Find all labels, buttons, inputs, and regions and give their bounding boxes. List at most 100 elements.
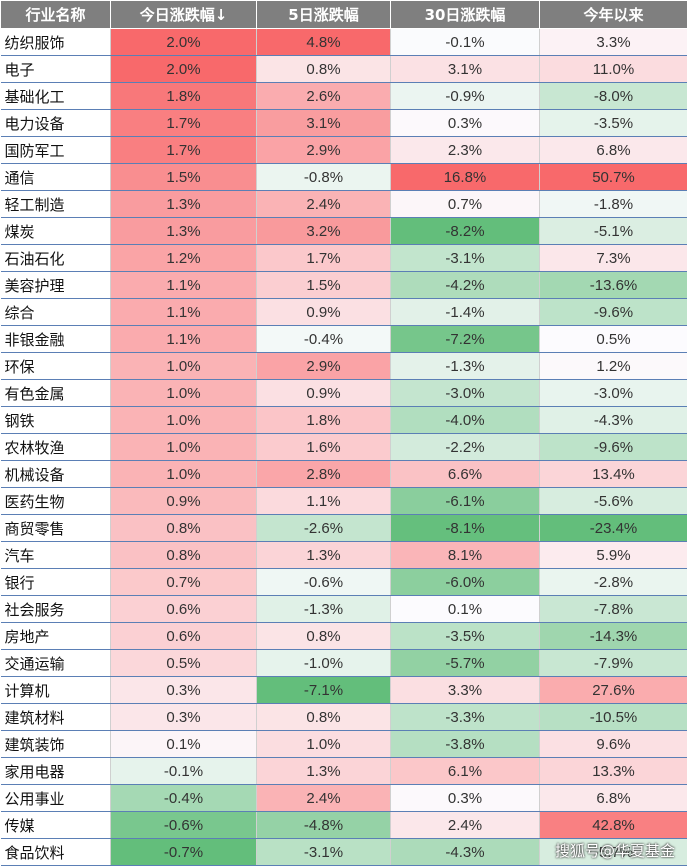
today-change-cell: 0.5% xyxy=(111,650,257,677)
30day-change-cell: -4.0% xyxy=(391,407,540,434)
today-change-cell: 0.6% xyxy=(111,623,257,650)
5day-change-cell: 3.1% xyxy=(257,110,391,137)
industry-name-cell: 房地产 xyxy=(1,623,111,650)
30day-change-cell: -4.2% xyxy=(391,272,540,299)
industry-name-cell: 有色金属 xyxy=(1,380,111,407)
30day-change-cell: -0.1% xyxy=(391,29,540,56)
30day-change-cell: -2.2% xyxy=(391,434,540,461)
ytd-change-cell: -1.8% xyxy=(540,191,687,218)
today-change-cell: 1.2% xyxy=(111,245,257,272)
industry-name-cell: 社会服务 xyxy=(1,596,111,623)
ytd-change-cell: 27.6% xyxy=(540,677,687,704)
table-row: 公用事业-0.4%2.4%0.3%6.8% xyxy=(1,785,687,812)
30day-change-cell: -3.3% xyxy=(391,704,540,731)
today-change-cell: 1.0% xyxy=(111,353,257,380)
today-change-cell: 1.0% xyxy=(111,434,257,461)
industry-name-cell: 机械设备 xyxy=(1,461,111,488)
ytd-change-cell: 50.7% xyxy=(540,164,687,191)
ytd-change-cell: -4.3% xyxy=(540,407,687,434)
today-change-cell: 0.3% xyxy=(111,704,257,731)
5day-change-cell: 0.8% xyxy=(257,623,391,650)
industry-name-cell: 医药生物 xyxy=(1,488,111,515)
30day-change-cell: -6.0% xyxy=(391,569,540,596)
5day-change-cell: 1.0% xyxy=(257,731,391,758)
industry-name-cell: 国防军工 xyxy=(1,137,111,164)
5day-change-cell: 2.9% xyxy=(257,137,391,164)
5day-change-cell: 2.4% xyxy=(257,191,391,218)
30day-change-cell: 16.8% xyxy=(391,164,540,191)
today-change-cell: 1.0% xyxy=(111,380,257,407)
5day-change-cell: -1.0% xyxy=(257,650,391,677)
5day-change-cell: 2.9% xyxy=(257,353,391,380)
5day-change-cell: 2.8% xyxy=(257,461,391,488)
today-change-cell: -0.1% xyxy=(111,758,257,785)
industry-name-cell: 建筑材料 xyxy=(1,704,111,731)
today-change-cell: -0.6% xyxy=(111,812,257,839)
5day-change-cell: 0.9% xyxy=(257,299,391,326)
industry-name-cell: 钢铁 xyxy=(1,407,111,434)
industry-name-cell: 美容护理 xyxy=(1,272,111,299)
30day-change-cell: -3.5% xyxy=(391,623,540,650)
ytd-change-cell: 6.8% xyxy=(540,785,687,812)
today-change-cell: 2.0% xyxy=(111,29,257,56)
30day-change-cell: 0.3% xyxy=(391,785,540,812)
today-change-cell: 2.0% xyxy=(111,56,257,83)
30day-change-cell: -1.3% xyxy=(391,353,540,380)
header-30day-change[interactable]: 30日涨跌幅 xyxy=(391,1,540,29)
today-change-cell: 1.7% xyxy=(111,110,257,137)
5day-change-cell: 3.2% xyxy=(257,218,391,245)
ytd-change-cell: 42.8% xyxy=(540,812,687,839)
30day-change-cell: 3.3% xyxy=(391,677,540,704)
ytd-change-cell: -5.6% xyxy=(540,488,687,515)
ytd-change-cell: -23.4% xyxy=(540,515,687,542)
30day-change-cell: 6.1% xyxy=(391,758,540,785)
ytd-change-cell: 0.5% xyxy=(540,326,687,353)
30day-change-cell: -6.1% xyxy=(391,488,540,515)
header-row: 行业名称 今日涨跌幅↓ 5日涨跌幅 30日涨跌幅 今年以来 xyxy=(1,1,687,29)
5day-change-cell: 4.8% xyxy=(257,29,391,56)
5day-change-cell: -0.4% xyxy=(257,326,391,353)
5day-change-cell: 1.7% xyxy=(257,245,391,272)
5day-change-cell: -2.6% xyxy=(257,515,391,542)
5day-change-cell: 1.8% xyxy=(257,407,391,434)
today-change-cell: 1.3% xyxy=(111,218,257,245)
header-ytd-change[interactable]: 今年以来 xyxy=(540,1,687,29)
industry-name-cell: 公用事业 xyxy=(1,785,111,812)
today-change-cell: 0.6% xyxy=(111,596,257,623)
5day-change-cell: -0.6% xyxy=(257,569,391,596)
5day-change-cell: 2.6% xyxy=(257,83,391,110)
industry-name-cell: 汽车 xyxy=(1,542,111,569)
30day-change-cell: -1.4% xyxy=(391,299,540,326)
30day-change-cell: 3.1% xyxy=(391,56,540,83)
industry-name-cell: 通信 xyxy=(1,164,111,191)
ytd-change-cell: -3.0% xyxy=(540,380,687,407)
ytd-change-cell: 11.0% xyxy=(540,56,687,83)
today-change-cell: 0.7% xyxy=(111,569,257,596)
5day-change-cell: 2.4% xyxy=(257,785,391,812)
industry-name-cell: 纺织服饰 xyxy=(1,29,111,56)
ytd-change-cell: -8.0% xyxy=(540,83,687,110)
ytd-change-cell: 3.3% xyxy=(540,29,687,56)
industry-name-cell: 环保 xyxy=(1,353,111,380)
header-5day-change[interactable]: 5日涨跌幅 xyxy=(257,1,391,29)
header-today-change[interactable]: 今日涨跌幅↓ xyxy=(111,1,257,29)
industry-name-cell: 商贸零售 xyxy=(1,515,111,542)
ytd-change-cell: -2.8% xyxy=(540,569,687,596)
header-industry[interactable]: 行业名称 xyxy=(1,1,111,29)
today-change-cell: 1.3% xyxy=(111,191,257,218)
today-change-cell: -0.4% xyxy=(111,785,257,812)
today-change-cell: 0.3% xyxy=(111,677,257,704)
ytd-change-cell: 5.9% xyxy=(540,542,687,569)
